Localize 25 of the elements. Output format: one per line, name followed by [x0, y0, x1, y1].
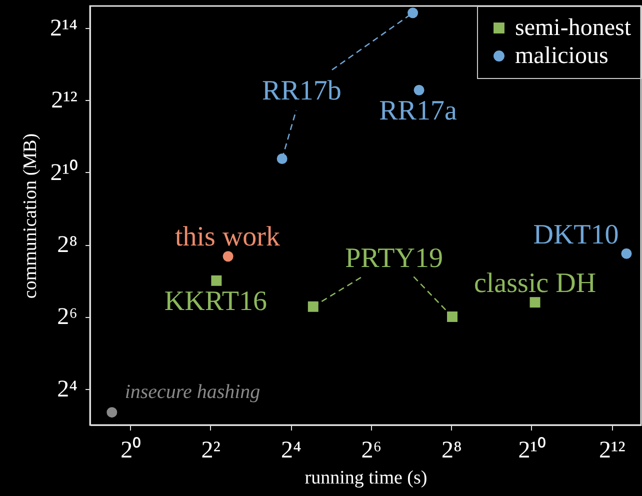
- annotation: KKRT16: [164, 286, 267, 317]
- x-tick-label: 2¹⁰: [518, 436, 546, 464]
- y-axis-title: communication (MB): [20, 133, 41, 299]
- annotation: DKT10: [533, 220, 619, 251]
- y-tick-label: 2⁴: [57, 376, 78, 402]
- y-tick-label: 2¹²: [51, 88, 78, 114]
- legend-label: malicious: [515, 43, 608, 69]
- x-axis-title: running time (s): [304, 468, 428, 488]
- y-tick-label: 2⁸: [57, 232, 78, 258]
- x-tick-label: 2⁴: [280, 438, 302, 464]
- y-tick-label: 2¹⁰: [50, 158, 78, 186]
- legend-label: semi-honest: [515, 15, 632, 41]
- annotation: classic DH: [474, 268, 596, 299]
- annotation: RR17b: [262, 76, 342, 107]
- x-tick-label: 2¹²: [598, 438, 626, 464]
- annotation: RR17a: [379, 96, 458, 127]
- annotation: PRTY19: [345, 243, 443, 274]
- x-tick-label: 2⁰: [120, 436, 141, 464]
- y-tick-label: 2⁶: [57, 304, 78, 330]
- x-tick-label: 2²: [201, 438, 220, 464]
- annotation: insecure hashing: [124, 381, 260, 403]
- annotation: this work: [175, 222, 280, 252]
- y-tick-label: 2¹⁴: [50, 16, 78, 42]
- x-tick-label: 2⁸: [441, 438, 462, 464]
- x-tick-label: 2⁶: [361, 438, 382, 464]
